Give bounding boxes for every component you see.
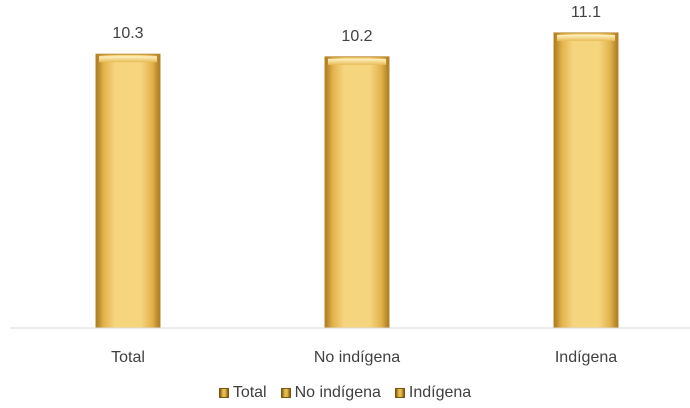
legend-label-indigena: Indígena — [408, 384, 472, 401]
value-label-no-indigena: 10.2 — [341, 28, 372, 45]
bar-bevel-indigena — [557, 34, 615, 41]
legend-item-indigena: Indígena — [394, 384, 472, 402]
legend-swatch-icon — [280, 388, 291, 398]
bar-body-total — [95, 53, 161, 329]
legend-item-no-indigena: No indígena — [280, 384, 381, 402]
legend-item-total: Total — [218, 384, 267, 402]
bar-bevel-no-indigena — [328, 58, 386, 65]
value-label-indigena: 11.1 — [571, 4, 601, 21]
category-label-indigena: Indígena — [555, 349, 617, 366]
bar-no-indigena — [324, 56, 390, 329]
labels-layer: 10.3 Total 10.2 No indígena 11.1 Indígena — [111, 4, 617, 366]
bars-layer — [95, 32, 619, 329]
bar-body-indigena — [553, 32, 619, 329]
bar-body-no-indigena — [324, 56, 390, 329]
bar-chart: 10.3 Total 10.2 No indígena 11.1 Indígena — [10, 4, 690, 366]
value-label-total: 10.3 — [112, 25, 143, 42]
bar-total — [95, 53, 161, 329]
legend: Total No indígena Indígena — [0, 384, 690, 402]
category-label-no-indigena: No indígena — [314, 349, 400, 366]
bar-indigena — [553, 32, 619, 329]
legend-swatch-icon — [394, 388, 405, 398]
legend-label-no-indigena: No indígena — [294, 384, 381, 401]
category-label-total: Total — [111, 349, 145, 366]
bar-bevel-total — [99, 56, 157, 63]
legend-swatch-icon — [218, 388, 229, 398]
legend-label-total: Total — [232, 384, 267, 401]
